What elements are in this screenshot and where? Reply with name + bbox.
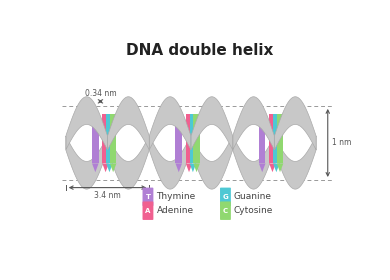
Bar — [110, 114, 117, 164]
Bar — [186, 114, 192, 164]
Bar — [273, 114, 280, 164]
Text: 3.4 nm: 3.4 nm — [94, 192, 121, 200]
Polygon shape — [108, 97, 149, 150]
Polygon shape — [275, 97, 316, 150]
Polygon shape — [149, 136, 191, 189]
Polygon shape — [66, 136, 107, 189]
Polygon shape — [191, 136, 233, 189]
Polygon shape — [102, 164, 109, 172]
Polygon shape — [259, 164, 266, 172]
Polygon shape — [176, 164, 182, 172]
Bar — [92, 114, 99, 164]
Polygon shape — [193, 164, 200, 172]
Text: A: A — [145, 208, 151, 214]
Polygon shape — [108, 136, 149, 189]
Polygon shape — [233, 136, 274, 189]
FancyBboxPatch shape — [220, 202, 231, 220]
Text: 1 nm: 1 nm — [332, 138, 351, 148]
Bar — [190, 114, 196, 164]
Polygon shape — [233, 97, 274, 150]
Polygon shape — [92, 164, 99, 172]
FancyBboxPatch shape — [142, 202, 153, 220]
Text: C: C — [223, 208, 228, 214]
Text: Cytosine: Cytosine — [234, 206, 273, 215]
Polygon shape — [190, 164, 196, 172]
Text: 0.34 nm: 0.34 nm — [85, 88, 116, 97]
Bar — [269, 114, 276, 164]
Text: G: G — [223, 194, 228, 200]
Text: T: T — [145, 194, 151, 200]
Polygon shape — [191, 97, 233, 150]
Text: Thymine: Thymine — [156, 192, 196, 201]
Text: Adenine: Adenine — [156, 206, 193, 215]
Polygon shape — [186, 164, 192, 172]
Bar — [102, 114, 109, 164]
Polygon shape — [106, 164, 113, 172]
Text: DNA double helix: DNA double helix — [126, 43, 273, 58]
Bar — [106, 114, 113, 164]
Polygon shape — [110, 164, 117, 172]
Polygon shape — [149, 97, 191, 150]
Polygon shape — [66, 97, 107, 150]
Bar — [277, 114, 283, 164]
Bar — [259, 114, 266, 164]
Bar — [193, 114, 200, 164]
Polygon shape — [269, 164, 276, 172]
FancyBboxPatch shape — [220, 188, 231, 206]
Polygon shape — [273, 164, 280, 172]
Text: Guanine: Guanine — [234, 192, 272, 201]
Polygon shape — [275, 136, 316, 189]
Polygon shape — [277, 164, 283, 172]
FancyBboxPatch shape — [142, 188, 153, 206]
Bar — [176, 114, 182, 164]
